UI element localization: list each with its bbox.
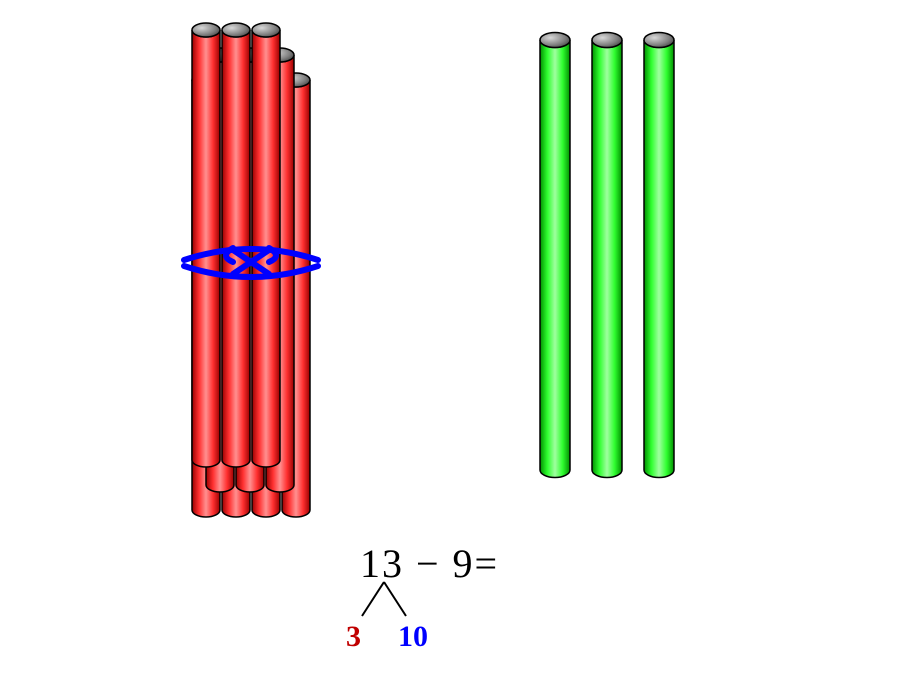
decomp-right-label: 10	[398, 620, 428, 654]
equation-text: 13 − 9=	[360, 540, 499, 587]
stage: 13 − 9= 3 10	[0, 0, 920, 690]
decomp-left-label: 3	[346, 620, 361, 654]
